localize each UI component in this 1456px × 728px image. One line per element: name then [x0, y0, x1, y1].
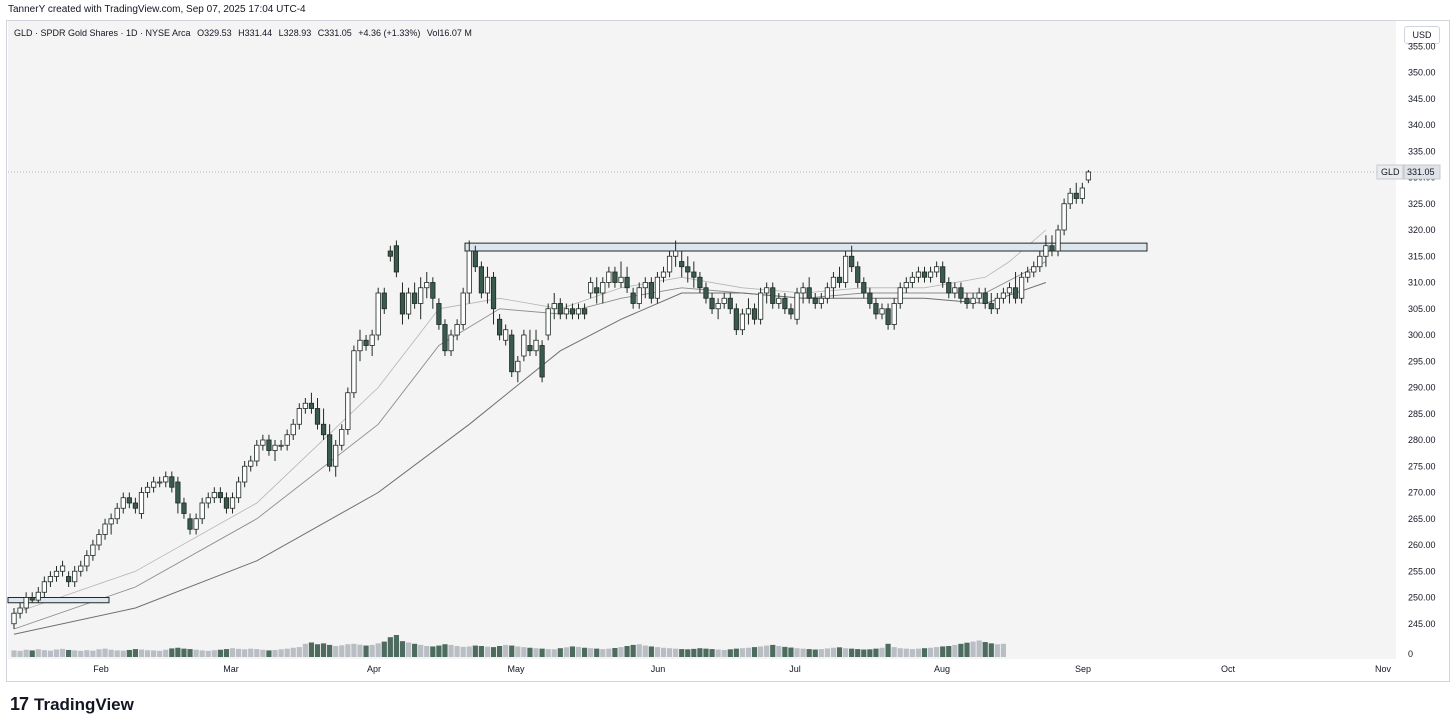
attribution-text: TannerY created with TradingView.com, Se… [8, 4, 306, 15]
legend-volume: Vol16.07 M [426, 28, 472, 38]
tradingview-brand[interactable]: 17 TradingView [10, 694, 134, 715]
legend-low: L328.93 [278, 28, 312, 38]
tradingview-logo-icon: 17 [10, 694, 29, 714]
legend-change: +4.36 (+1.33%) [358, 28, 421, 38]
currency-button[interactable]: USD [1404, 26, 1440, 44]
chart-plot-area[interactable] [8, 21, 1396, 659]
legend-high: H331.44 [238, 28, 273, 38]
symbol-name[interactable]: GLD · SPDR Gold Shares · 1D · NYSE Arca [14, 28, 191, 38]
legend-close: C331.05 [317, 28, 352, 38]
brand-name: TradingView [34, 694, 134, 714]
legend-open: O329.53 [197, 28, 232, 38]
symbol-legend: GLD · SPDR Gold Shares · 1D · NYSE Arca … [14, 28, 472, 38]
